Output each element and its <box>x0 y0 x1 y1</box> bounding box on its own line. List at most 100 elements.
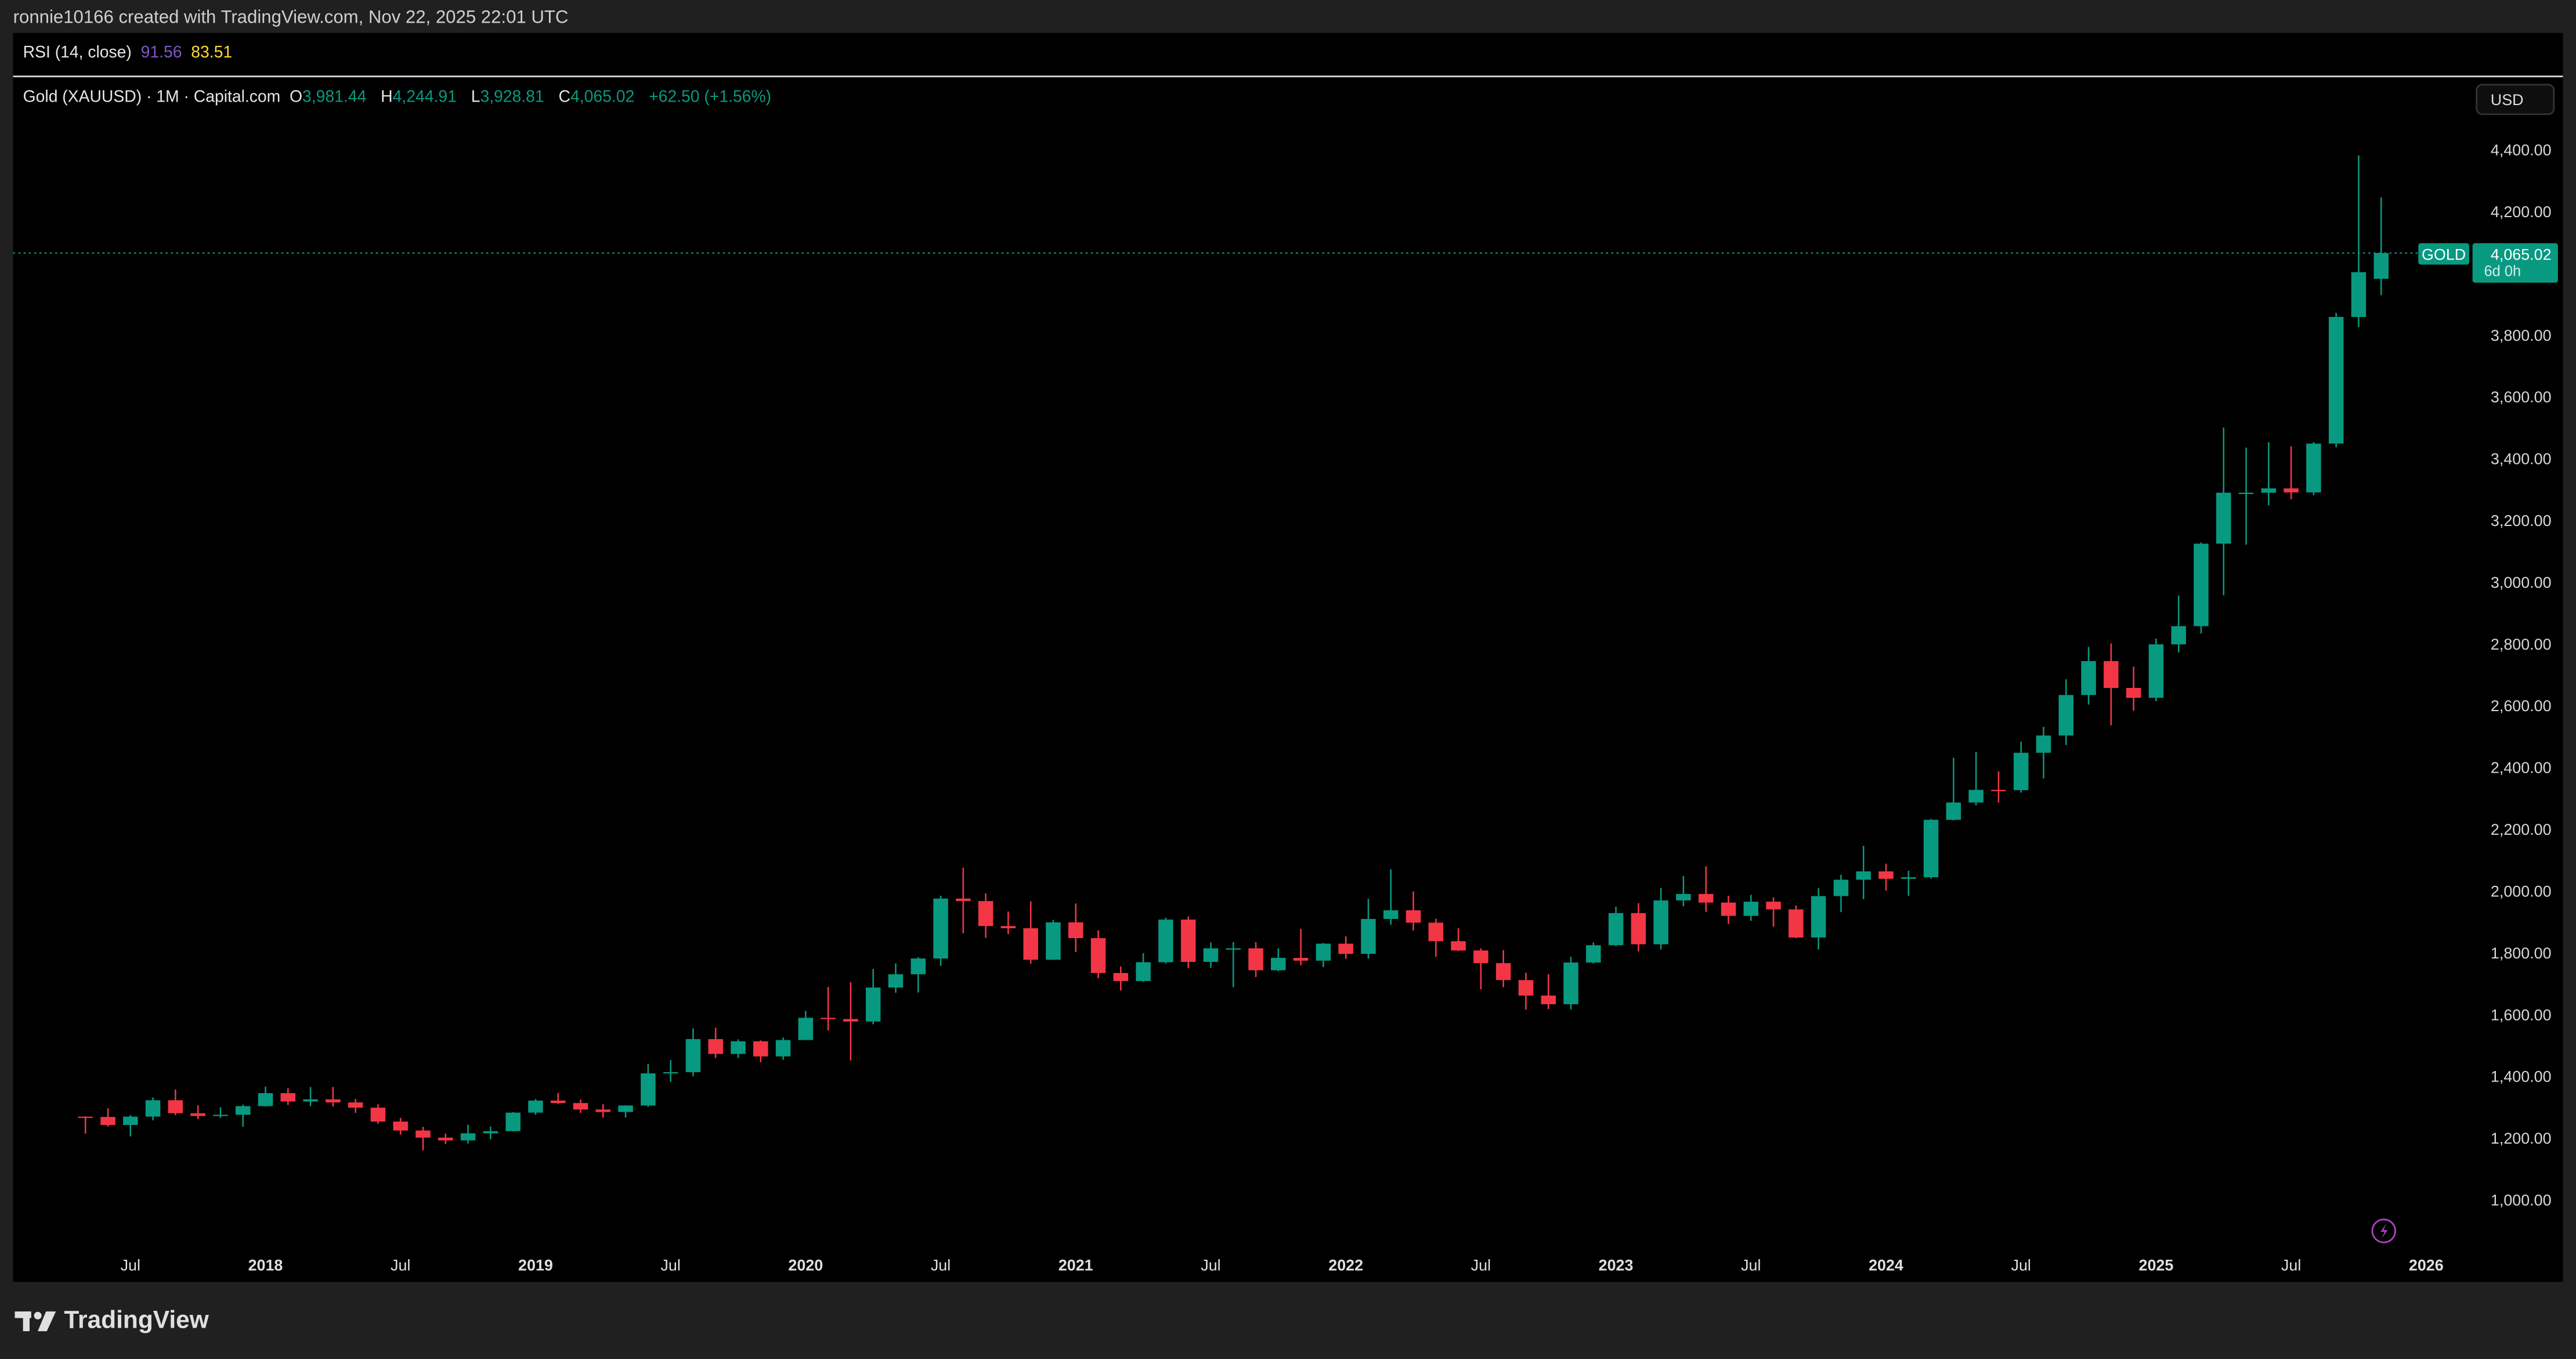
candle-body <box>1608 913 1624 946</box>
candle-2021-10 <box>1271 948 1286 971</box>
open-label: O <box>290 88 303 107</box>
candle-2018-11 <box>483 1126 498 1140</box>
candle-body <box>685 1039 701 1072</box>
symbol-legend[interactable]: Gold (XAUUSD) · 1M · Capital.com O3,981.… <box>23 89 781 107</box>
tradingview-logo[interactable]: TradingView <box>15 1307 209 1335</box>
candle-2022-06 <box>1451 928 1466 951</box>
candle-2018-05 <box>348 1099 363 1113</box>
candle-2021-08 <box>1226 942 1241 987</box>
candle-2023-10 <box>1811 888 1826 950</box>
candle-body <box>1316 943 1331 961</box>
candle-body <box>2261 488 2277 493</box>
candle-2018-02 <box>280 1088 296 1105</box>
candle-2025-01 <box>2148 638 2164 701</box>
candle-body <box>1023 928 1038 960</box>
candle-body <box>1811 896 1826 938</box>
symbol-title: Gold (XAUUSD) · 1M · Capital.com <box>23 88 281 107</box>
candle-2022-08 <box>1495 950 1511 987</box>
candle-body <box>123 1116 138 1125</box>
time-axis-label: Jul <box>391 1256 410 1274</box>
attribution-text: ronnie10166 created with TradingView.com… <box>13 8 569 28</box>
candle-body <box>798 1018 814 1040</box>
candle-2017-07 <box>123 1115 138 1137</box>
time-axis-label: Jul <box>2281 1256 2301 1274</box>
candle-body <box>1046 922 1061 960</box>
price-axis-label: 2,800.00 <box>2491 636 2552 653</box>
candle-2019-04 <box>595 1104 610 1118</box>
candle-2023-04 <box>1676 876 1691 907</box>
price-axis-label: 4,200.00 <box>2491 203 2552 221</box>
price-axis-label: 3,600.00 <box>2491 388 2552 406</box>
candle-2025-10 <box>2351 155 2367 327</box>
price-axis-label: 2,000.00 <box>2491 882 2552 900</box>
candle-body <box>2081 661 2096 695</box>
candle-body <box>1676 893 1691 901</box>
candle-body <box>595 1109 610 1112</box>
symbol-tag-text: GOLD <box>2422 246 2466 263</box>
candle-body <box>280 1093 296 1102</box>
candle-body <box>708 1039 723 1054</box>
candle-body <box>528 1100 543 1113</box>
candle-2019-06 <box>641 1064 656 1107</box>
candle-body <box>1293 958 1309 961</box>
candle-2023-08 <box>1766 897 1781 927</box>
candle-body <box>550 1100 566 1104</box>
candle-body <box>843 1019 858 1022</box>
time-axis-label: Jul <box>660 1256 680 1274</box>
candle-body <box>1789 909 1804 938</box>
candle-body <box>1878 871 1894 879</box>
candle-body <box>2058 695 2074 736</box>
candle-body <box>1136 962 1151 981</box>
candle-body <box>1968 790 1984 803</box>
price-axis-label: 3,800.00 <box>2491 327 2552 344</box>
candle-2023-12 <box>1856 845 1871 899</box>
rsi-value: 91.56 <box>140 44 182 63</box>
candle-2024-10 <box>2081 647 2096 705</box>
price-axis-label: 4,400.00 <box>2491 142 2552 159</box>
candle-2018-12 <box>505 1112 521 1132</box>
candle-body <box>235 1106 251 1115</box>
candle-body <box>1856 871 1871 880</box>
candle-2025-11 <box>2373 197 2389 295</box>
candle-body <box>911 958 926 975</box>
price-axis-label: 1,400.00 <box>2491 1068 2552 1086</box>
candle-2020-07 <box>933 896 948 966</box>
time-axis-label: 2022 <box>1328 1256 1363 1274</box>
candle-body <box>573 1103 588 1110</box>
candle-body <box>1113 973 1129 981</box>
candle-body <box>1563 963 1578 1004</box>
candle-2025-07 <box>2284 446 2299 499</box>
candlestick-chart[interactable]: 4,400.00 4,200.00 3,800.00 3,600.00 3,400.00… <box>13 33 2563 1282</box>
candle-body <box>731 1041 746 1054</box>
last-price-text: 4,065.02 <box>2491 246 2552 263</box>
time-axis-label: 2025 <box>2139 1256 2174 1274</box>
candle-2025-05 <box>2238 448 2254 545</box>
candle-body <box>78 1116 93 1118</box>
candle-body <box>775 1040 791 1057</box>
candle-2017-12 <box>235 1104 251 1127</box>
currency-button[interactable]: USD <box>2476 84 2555 116</box>
candle-body <box>1428 922 1444 942</box>
pane-separator[interactable] <box>13 75 2563 78</box>
candle-body <box>1766 902 1781 910</box>
rsi-legend[interactable]: RSI (14, close) 91.56 83.51 <box>23 44 232 62</box>
candle-body <box>258 1093 273 1106</box>
candle-body <box>2148 644 2164 698</box>
chart-pane[interactable]: RSI (14, close) 91.56 83.51 Gold (XAUUSD… <box>13 33 2563 1282</box>
candle-2023-01 <box>1608 906 1624 946</box>
candle-2021-11 <box>1293 929 1309 965</box>
candle-2020-05 <box>888 963 904 993</box>
candle-2019-03 <box>573 1100 588 1113</box>
candle-body <box>2373 253 2389 279</box>
candle-2019-08 <box>685 1028 701 1076</box>
candle-body <box>190 1113 205 1116</box>
lightning-icon[interactable] <box>2371 1219 2397 1243</box>
candle-2024-02 <box>1901 870 1916 896</box>
price-axis-label: 1,600.00 <box>2491 1006 2552 1023</box>
candle-2024-09 <box>2058 679 2074 745</box>
candle-body <box>438 1137 453 1141</box>
candle-2023-05 <box>1698 866 1714 912</box>
candle-body <box>1991 790 2006 791</box>
candle-2022-11 <box>1563 957 1578 1010</box>
